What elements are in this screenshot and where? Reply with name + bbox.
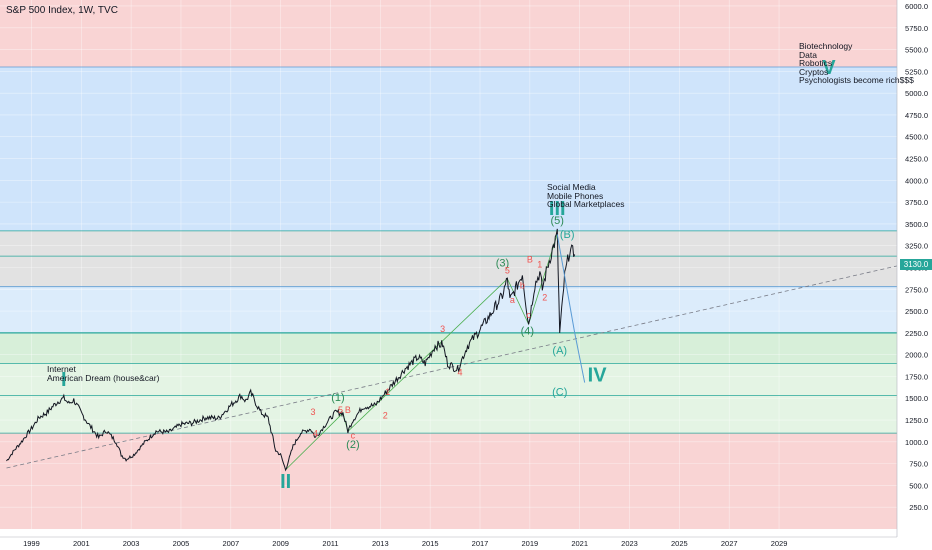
y-axis: 250.0 500.0 750.0 1000.0 1250.0 1500.0 1750.0 2… — [905, 2, 928, 512]
x-tick-13: 2025 — [671, 539, 688, 548]
wave-label-22: 5 — [505, 266, 510, 276]
wave-label-5: (1) — [331, 392, 344, 404]
y-tick-10: 2750.0 — [905, 285, 928, 294]
wave-label-3: IV — [588, 365, 608, 387]
wave-label-27: a — [510, 295, 515, 305]
y-tick-1: 500.0 — [909, 481, 928, 490]
y-tick-23: 6000.0 — [905, 2, 928, 11]
wave-label-15: 5 — [338, 405, 343, 415]
projection-line — [556, 234, 586, 383]
y-tick-16: 4250.0 — [905, 155, 928, 164]
x-tick-3: 2005 — [173, 539, 190, 548]
x-tick-14: 2027 — [721, 539, 738, 548]
wave-label-20: 3 — [440, 324, 445, 334]
wave-label-0: I — [61, 369, 67, 391]
zone-4 — [0, 332, 897, 364]
x-tick-7: 2013 — [372, 539, 389, 548]
y-tick-20: 5250.0 — [905, 67, 928, 76]
annotation-future: Biotechnology Data Robotics Cryptos Psyc… — [799, 41, 914, 85]
wave-label-28: b — [520, 280, 525, 290]
zone-2 — [0, 230, 897, 287]
current-price-tag: 3130.0 — [900, 259, 932, 270]
annotation-internet: Internet American Dream (house&car) — [47, 364, 160, 383]
wave-label-4: V — [822, 57, 836, 79]
y-tick-4: 1250.0 — [905, 416, 928, 425]
x-tick-5: 2009 — [272, 539, 289, 548]
x-tick-2: 2003 — [123, 539, 140, 548]
wave-line — [285, 234, 558, 471]
wave-label-23: B — [527, 254, 533, 264]
wave-lines — [285, 234, 558, 471]
projection-line — [556, 234, 586, 383]
zone-3 — [0, 286, 897, 333]
horizontal-levels — [0, 66, 897, 434]
y-tick-15: 4000.0 — [905, 176, 928, 185]
x-tick-6: 2011 — [322, 539, 338, 548]
y-tick-18: 4750.0 — [905, 111, 928, 120]
y-tick-22: 5750.0 — [905, 24, 928, 33]
price-line — [6, 228, 576, 472]
x-axis: 1999 2001 2003 2005 2007 2009 2011 2013 2015 2017… — [23, 539, 787, 548]
x-tick-12: 2023 — [621, 539, 638, 548]
wave-label-2: III — [549, 198, 566, 220]
x-tick-4: 2007 — [222, 539, 239, 548]
y-tick-0: 250.0 — [909, 503, 928, 512]
wave-label-1: II — [280, 471, 291, 493]
y-tick-6: 1750.0 — [905, 372, 928, 381]
wave-label-18: 1 — [385, 387, 390, 397]
y-tick-8: 2250.0 — [905, 329, 928, 338]
x-tick-15: 2029 — [771, 539, 788, 548]
x-tick-1: 2001 — [73, 539, 90, 548]
wave-label-9: (5) — [551, 215, 564, 227]
trendline — [6, 258, 929, 469]
y-tick-14: 3750.0 — [905, 198, 928, 207]
y-tick-2: 750.0 — [909, 460, 928, 469]
wave-label-24: c — [526, 310, 531, 320]
x-tick-10: 2019 — [522, 539, 539, 548]
wave-label-11: (B) — [560, 229, 575, 241]
y-tick-17: 4500.0 — [905, 133, 928, 142]
wave-label-12: (C) — [552, 387, 567, 399]
trendline — [6, 258, 929, 469]
wave-label-10: (A) — [552, 345, 567, 357]
wave-label-21: 4 — [458, 368, 463, 378]
zone-0 — [0, 0, 897, 67]
wave-label-14: 4 — [313, 429, 318, 439]
y-tick-12: 3250.0 — [905, 242, 928, 251]
wave-label-8: (4) — [521, 326, 534, 338]
annotation-social: Social Media Mobile Phones Global Market… — [547, 182, 625, 209]
wave-label-17: c — [351, 430, 356, 440]
price-zones — [0, 0, 897, 529]
price-series — [6, 228, 576, 472]
y-tick-3: 1000.0 — [905, 438, 928, 447]
x-tick-0: 1999 — [23, 539, 40, 548]
wave-label-16: B — [345, 405, 351, 415]
y-tick-5: 1500.0 — [905, 394, 928, 403]
wave-label-6: (2) — [346, 439, 359, 451]
wave-label-19: 2 — [383, 410, 388, 420]
zone-1 — [0, 66, 897, 231]
wave-label-25: 1 — [537, 259, 542, 269]
x-tick-11: 2021 — [571, 539, 588, 548]
x-tick-9: 2017 — [472, 539, 489, 548]
x-tick-8: 2015 — [422, 539, 439, 548]
chart-title: S&P 500 Index, 1W, TVC — [6, 5, 118, 16]
wave-label-13: 3 — [311, 407, 316, 417]
y-tick-13: 3500.0 — [905, 220, 928, 229]
time-axis-bg — [0, 537, 932, 550]
y-tick-19: 5000.0 — [905, 89, 928, 98]
y-tick-21: 5500.0 — [905, 46, 928, 55]
y-tick-7: 2000.0 — [905, 351, 928, 360]
y-tick-9: 2500.0 — [905, 307, 928, 316]
wave-label-7: (3) — [496, 258, 509, 270]
zone-6 — [0, 433, 897, 529]
wave-label-26: 2 — [542, 293, 547, 303]
